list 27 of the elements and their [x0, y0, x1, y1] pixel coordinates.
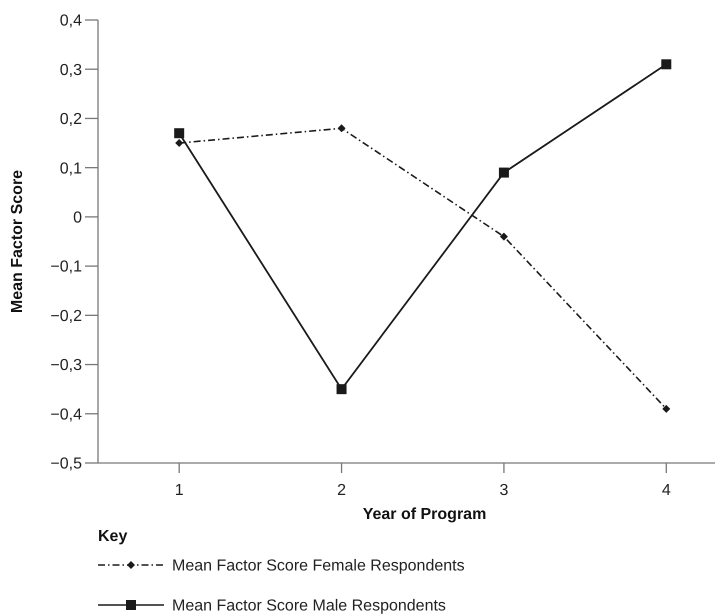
- y-tick-label: −0,4: [50, 406, 82, 424]
- y-tick-label: 0,1: [60, 160, 82, 178]
- x-tick-label: 2: [337, 482, 346, 499]
- y-axis-title: Mean Factor Score: [9, 170, 26, 314]
- point: [338, 124, 346, 132]
- point: [662, 404, 670, 413]
- point: [498, 168, 509, 178]
- y-tick-label: −0,5: [50, 456, 82, 473]
- point: [175, 139, 184, 148]
- x-tick-label: 1: [174, 482, 184, 499]
- y-tick-label: 0: [73, 209, 82, 226]
- point: [661, 59, 672, 70]
- point: [174, 128, 184, 138]
- y-tick-label: 0,4: [60, 12, 82, 30]
- point: [336, 384, 347, 394]
- y-tick-label: 0,2: [60, 111, 82, 128]
- legend-label: Mean Factor Score Male Respondents: [172, 598, 446, 615]
- legend-label: Mean Factor Score Female Respondents: [172, 558, 465, 575]
- x-tick-label: 4: [662, 482, 671, 499]
- y-tick-label: 0,3: [60, 62, 82, 79]
- y-tick-label: −0,3: [50, 357, 82, 374]
- x-tick-label: 3: [499, 482, 508, 499]
- x-axis-title: Year of Program: [362, 506, 486, 523]
- y-tick-label: −0,1: [50, 258, 82, 276]
- point: [500, 232, 508, 241]
- legend-title: Key: [98, 528, 128, 545]
- y-tick-label: −0,2: [50, 308, 82, 325]
